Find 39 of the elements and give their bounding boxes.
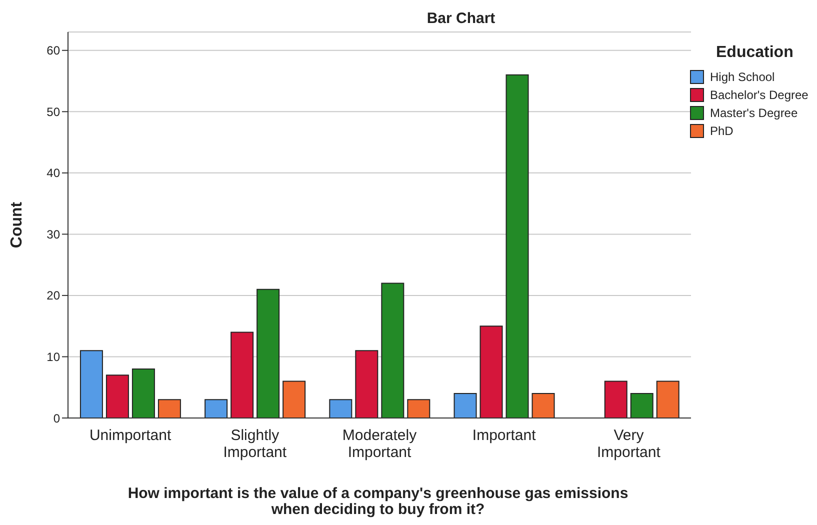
y-tick-label: 0 [53, 411, 60, 426]
x-tick-label: Important [472, 427, 537, 444]
y-tick-label: 20 [46, 288, 60, 303]
legend-label: High School [710, 70, 775, 84]
bar [532, 392, 555, 418]
bar [355, 350, 378, 418]
bar [480, 326, 503, 418]
bar [80, 350, 103, 418]
x-tick-label: Moderately Important [342, 427, 418, 461]
legend-title: Education [716, 44, 794, 62]
y-tick-label: 60 [46, 44, 60, 58]
bar [407, 399, 430, 418]
bar [604, 380, 628, 418]
bar [329, 399, 352, 418]
y-tick-label: 40 [46, 166, 60, 180]
bar [630, 392, 654, 418]
bar [158, 399, 181, 418]
y-tick-label: 50 [46, 104, 60, 119]
legend-label: PhD [710, 124, 734, 138]
y-axis-title: Count [8, 201, 26, 248]
bar [454, 392, 477, 418]
x-tick-label: Unimportant [89, 427, 172, 444]
bar [230, 332, 254, 418]
bar [656, 380, 680, 418]
bar [132, 368, 155, 418]
x-tick-label: Slightly Important [223, 427, 288, 461]
bar [256, 288, 280, 418]
legend-label: Bachelor's Degree [710, 88, 808, 102]
y-tick-label: 10 [46, 350, 60, 364]
bar [282, 380, 306, 418]
y-tick-label: 30 [46, 227, 60, 242]
legend-label: Master's Degree [710, 106, 798, 120]
x-axis-title: How important is the value of a company's greenhouse gas emissions when deciding to buy from it? [126, 485, 630, 518]
x-tick-label: Very Important [597, 427, 662, 461]
bar [506, 74, 529, 418]
chart-title: Bar Chart [426, 10, 496, 27]
bar [381, 282, 404, 418]
bar [204, 399, 228, 418]
bar [106, 374, 129, 418]
